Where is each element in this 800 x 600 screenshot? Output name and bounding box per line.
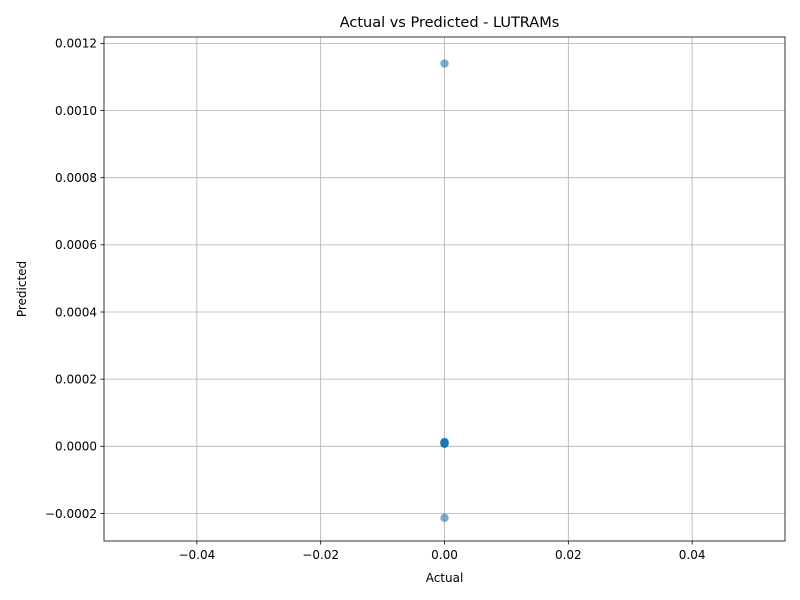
y-tick-label: −0.0002 [45,507,97,521]
y-axis-label: Predicted [15,261,29,317]
x-tick-label: 0.02 [555,548,582,562]
x-tick-label: 0.04 [679,548,706,562]
y-tick-label: 0.0012 [55,37,97,51]
y-tick-label: 0.0004 [55,305,97,319]
y-tick-label: 0.0006 [55,238,97,252]
data-point [440,438,449,448]
x-axis-label: Actual [426,571,464,585]
y-tick-label: 0.0008 [55,171,97,185]
data-point [440,59,449,68]
data-points [440,59,449,523]
x-tick-label: 0.00 [431,548,458,562]
y-axis: −0.0002 0.0000 0.0002 0.0004 0.0006 0.0008 0.0… [45,37,104,521]
x-tick-label: −0.04 [178,548,215,562]
y-tick-label: 0.0010 [55,104,97,118]
data-point [440,513,449,523]
x-axis: −0.04 −0.02 0.00 0.02 0.04 [178,541,705,562]
grid [104,37,785,541]
y-tick-label: 0.0000 [55,440,97,454]
x-tick-label: −0.02 [302,548,339,562]
y-tick-label: 0.0002 [55,372,97,386]
chart-title: Actual vs Predicted - LUTRAMs [340,15,560,31]
